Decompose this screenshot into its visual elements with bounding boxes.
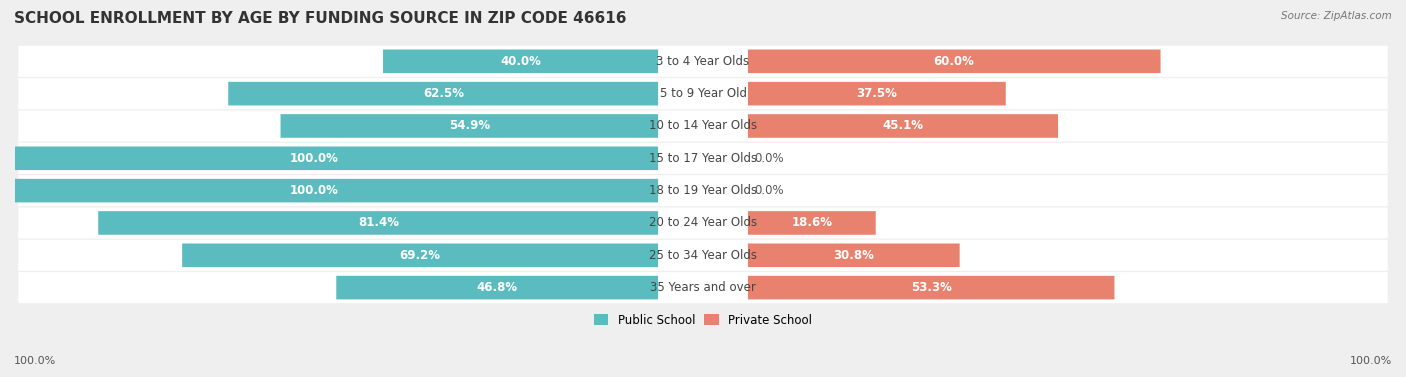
FancyBboxPatch shape (228, 82, 658, 106)
FancyBboxPatch shape (98, 211, 658, 235)
FancyBboxPatch shape (18, 240, 1388, 271)
Text: 60.0%: 60.0% (934, 55, 974, 68)
FancyBboxPatch shape (18, 207, 1388, 239)
FancyBboxPatch shape (183, 244, 658, 267)
FancyBboxPatch shape (18, 272, 1388, 303)
Text: 18 to 19 Year Olds: 18 to 19 Year Olds (650, 184, 756, 197)
FancyBboxPatch shape (18, 110, 1388, 141)
Text: 5 to 9 Year Old: 5 to 9 Year Old (659, 87, 747, 100)
Text: 54.9%: 54.9% (449, 120, 489, 132)
Text: 18.6%: 18.6% (792, 216, 832, 230)
FancyBboxPatch shape (658, 179, 748, 202)
Text: 15 to 17 Year Olds: 15 to 17 Year Olds (650, 152, 756, 165)
FancyBboxPatch shape (748, 49, 1160, 73)
FancyBboxPatch shape (748, 114, 1059, 138)
Text: Source: ZipAtlas.com: Source: ZipAtlas.com (1281, 11, 1392, 21)
Text: 10 to 14 Year Olds: 10 to 14 Year Olds (650, 120, 756, 132)
FancyBboxPatch shape (18, 143, 1388, 174)
FancyBboxPatch shape (748, 82, 1005, 106)
Text: 81.4%: 81.4% (357, 216, 399, 230)
FancyBboxPatch shape (658, 276, 748, 300)
FancyBboxPatch shape (748, 244, 960, 267)
FancyBboxPatch shape (18, 175, 1388, 206)
FancyBboxPatch shape (658, 243, 748, 267)
Text: 20 to 24 Year Olds: 20 to 24 Year Olds (650, 216, 756, 230)
Text: 25 to 34 Year Olds: 25 to 34 Year Olds (650, 249, 756, 262)
Text: 53.3%: 53.3% (911, 281, 952, 294)
Text: 46.8%: 46.8% (477, 281, 517, 294)
Text: SCHOOL ENROLLMENT BY AGE BY FUNDING SOURCE IN ZIP CODE 46616: SCHOOL ENROLLMENT BY AGE BY FUNDING SOUR… (14, 11, 627, 26)
Text: 45.1%: 45.1% (883, 120, 924, 132)
Text: 37.5%: 37.5% (856, 87, 897, 100)
Text: 0.0%: 0.0% (755, 184, 785, 197)
Text: 40.0%: 40.0% (501, 55, 541, 68)
FancyBboxPatch shape (281, 114, 658, 138)
FancyBboxPatch shape (658, 146, 748, 170)
Text: 62.5%: 62.5% (423, 87, 464, 100)
FancyBboxPatch shape (658, 49, 748, 73)
FancyBboxPatch shape (0, 179, 658, 202)
FancyBboxPatch shape (658, 82, 748, 106)
FancyBboxPatch shape (336, 276, 658, 299)
FancyBboxPatch shape (658, 114, 748, 138)
Text: 35 Years and over: 35 Years and over (650, 281, 756, 294)
FancyBboxPatch shape (18, 46, 1388, 77)
FancyBboxPatch shape (748, 211, 876, 235)
Text: 69.2%: 69.2% (399, 249, 440, 262)
FancyBboxPatch shape (382, 49, 658, 73)
FancyBboxPatch shape (0, 147, 658, 170)
Text: 100.0%: 100.0% (1350, 356, 1392, 366)
Text: 3 to 4 Year Olds: 3 to 4 Year Olds (657, 55, 749, 68)
Text: 0.0%: 0.0% (755, 152, 785, 165)
Text: 100.0%: 100.0% (290, 184, 339, 197)
FancyBboxPatch shape (748, 276, 1115, 299)
Text: 100.0%: 100.0% (14, 356, 56, 366)
Text: 30.8%: 30.8% (834, 249, 875, 262)
Text: 100.0%: 100.0% (290, 152, 339, 165)
FancyBboxPatch shape (658, 211, 748, 235)
FancyBboxPatch shape (18, 78, 1388, 109)
Legend: Public School, Private School: Public School, Private School (589, 309, 817, 331)
